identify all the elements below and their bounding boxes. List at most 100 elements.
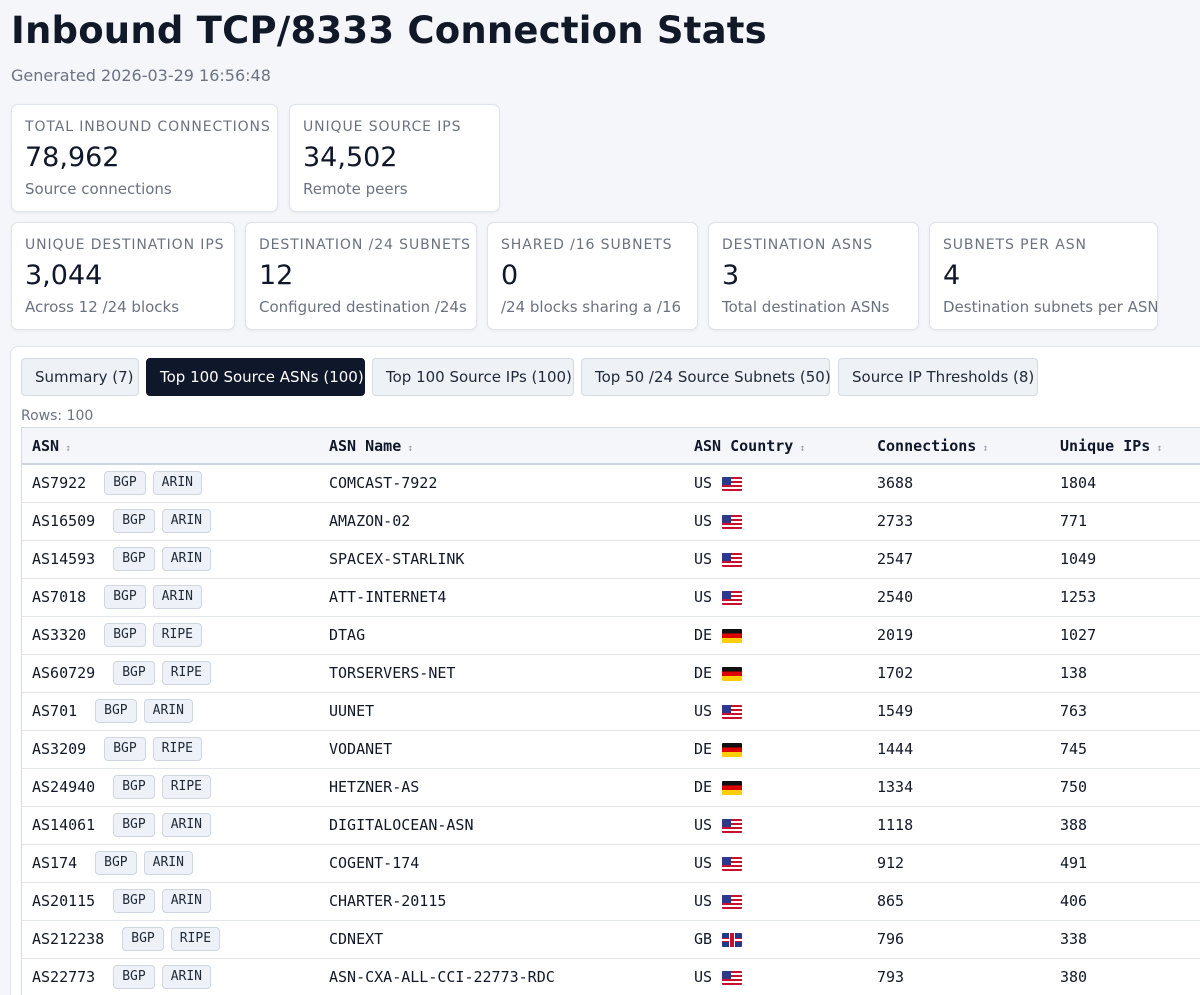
card-destination-24-subnets: DESTINATION /24 SUBNETS 12 Configured de… (245, 222, 477, 330)
cell-connections: 2547 (867, 540, 1050, 579)
flag-de-icon (722, 666, 742, 681)
column-header-unique-ips[interactable]: Unique IPs ↕ (1050, 428, 1200, 465)
cell-asn: AS14593 BGP ARIN (22, 540, 319, 579)
country-code: US (694, 968, 713, 986)
tab-summary[interactable]: Summary (7) (21, 358, 139, 396)
badge-arin: ARIN (161, 509, 212, 533)
country-code: DE (694, 740, 713, 758)
tab-top-source-ips[interactable]: Top 100 Source IPs (100) (372, 358, 574, 396)
asn-number: AS7922 (32, 473, 87, 492)
flag-de-icon (722, 780, 742, 795)
country-code: US (694, 816, 713, 834)
card-value: 34,502 (303, 142, 398, 173)
cell-unique-ips: 1804 (1050, 464, 1200, 503)
country-code: US (694, 550, 713, 568)
sort-icon: ↕ (799, 442, 806, 454)
column-header-asn-country[interactable]: ASN Country ↕ (684, 428, 867, 465)
card-label: TOTAL INBOUND CONNECTIONS (25, 119, 271, 135)
card-label: UNIQUE DESTINATION IPS (25, 237, 225, 253)
rows-count: Rows: 100 (21, 408, 94, 424)
cell-asn-country: DE (684, 730, 867, 769)
table-row: AS14061 BGP ARIN DIGITALOCEAN-ASN US 1118 388 (22, 806, 1200, 845)
cell-asn-name: AMAZON-02 (319, 502, 684, 541)
cell-connections: 912 (867, 844, 1050, 883)
flag-de-icon (722, 742, 742, 757)
cell-connections: 1118 (867, 806, 1050, 845)
flag-us-icon (722, 818, 742, 833)
table-row: AS7018 BGP ARIN ATT-INTERNET4 US 2540 1253 (22, 578, 1200, 617)
card-subtitle: Destination subnets per ASN (943, 298, 1158, 316)
cell-connections: 2540 (867, 578, 1050, 617)
card-subtitle: Source connections (25, 180, 172, 198)
cell-connections: 865 (867, 882, 1050, 921)
flag-us-icon (722, 970, 742, 985)
asn-number: AS24940 (32, 777, 96, 796)
badge-ripe: RIPE (152, 623, 202, 647)
cell-unique-ips: 491 (1050, 844, 1200, 883)
column-header-asn-name[interactable]: ASN Name ↕ (319, 428, 684, 465)
asn-number: AS60729 (32, 663, 96, 682)
card-total-inbound-connections: TOTAL INBOUND CONNECTIONS 78,962 Source … (11, 104, 278, 212)
card-label: UNIQUE SOURCE IPS (303, 119, 462, 135)
cell-asn-name: DIGITALOCEAN-ASN (319, 806, 684, 845)
cell-asn-name: COGENT-174 (319, 844, 684, 883)
flag-de-icon (722, 628, 742, 643)
table-row: AS701 BGP ARIN UUNET US 1549 763 (22, 692, 1200, 731)
cell-asn-country: US (684, 844, 867, 883)
cell-asn-name: DTAG (319, 616, 684, 655)
badge-bgp: BGP (113, 661, 155, 685)
badge-arin: ARIN (161, 889, 212, 913)
table-row: AS60729 BGP RIPE TORSERVERS-NET DE 1702 138 (22, 654, 1200, 693)
country-code: DE (694, 664, 713, 682)
card-value: 4 (943, 260, 961, 291)
tab-top-source-asns[interactable]: Top 100 Source ASNs (100) (146, 358, 365, 396)
card-unique-source-ips: UNIQUE SOURCE IPS 34,502 Remote peers (289, 104, 500, 212)
badge-arin: ARIN (161, 965, 212, 989)
badge-arin: ARIN (143, 699, 193, 723)
badge-arin: ARIN (161, 813, 212, 837)
card-value: 78,962 (25, 142, 120, 173)
cell-unique-ips: 1253 (1050, 578, 1200, 617)
cell-asn: AS212238 BGP RIPE (22, 920, 319, 959)
cell-asn: AS22773 BGP ARIN (22, 958, 319, 995)
badge-bgp: BGP (104, 471, 146, 496)
badge-arin: ARIN (161, 547, 212, 571)
country-code: DE (694, 778, 713, 796)
cell-asn: AS701 BGP ARIN (22, 692, 319, 731)
cell-unique-ips: 338 (1050, 920, 1200, 959)
badge-bgp: BGP (113, 889, 155, 913)
flag-us-icon (722, 476, 742, 491)
badge-ripe: RIPE (152, 737, 202, 761)
country-code: US (694, 588, 713, 606)
cell-unique-ips: 745 (1050, 730, 1200, 769)
cell-asn-country: DE (684, 654, 867, 693)
badge-bgp: BGP (113, 813, 155, 837)
cell-connections: 796 (867, 920, 1050, 959)
cell-asn-name: HETZNER-AS (319, 768, 684, 807)
cell-asn: AS174 BGP ARIN (22, 844, 319, 883)
cell-asn-name: CHARTER-20115 (319, 882, 684, 921)
country-code: US (694, 702, 713, 720)
tab-source-ip-thresholds[interactable]: Source IP Thresholds (8) (838, 358, 1038, 396)
column-header-connections[interactable]: Connections ↕ (867, 428, 1050, 465)
country-code: US (694, 474, 713, 493)
badge-arin: ARIN (143, 851, 193, 875)
table-row: AS212238 BGP RIPE CDNEXT GB 796 338 (22, 920, 1200, 959)
asn-number: AS7018 (32, 587, 87, 606)
column-header-asn[interactable]: ASN ↕ (22, 428, 319, 465)
tab-top-source-subnets[interactable]: Top 50 /24 Source Subnets (50) (581, 358, 831, 396)
cell-asn: AS3320 BGP RIPE (22, 616, 319, 655)
asn-number: AS22773 (32, 967, 96, 986)
badge-bgp: BGP (113, 547, 155, 571)
cell-asn-country: US (684, 692, 867, 731)
card-subtitle: Across 12 /24 blocks (25, 298, 180, 316)
table-row: AS7922 BGP ARIN COMCAST-7922 US 3688 1804 (22, 464, 1200, 503)
sort-icon: ↕ (407, 442, 414, 454)
card-unique-destination-ips: UNIQUE DESTINATION IPS 3,044 Across 12 /… (11, 222, 235, 330)
cell-connections: 2733 (867, 502, 1050, 541)
cell-asn: AS20115 BGP ARIN (22, 882, 319, 921)
sort-icon: ↕ (1156, 442, 1163, 454)
cell-asn: AS3209 BGP RIPE (22, 730, 319, 769)
flag-us-icon (722, 590, 742, 605)
cell-asn-name: SPACEX-STARLINK (319, 540, 684, 579)
